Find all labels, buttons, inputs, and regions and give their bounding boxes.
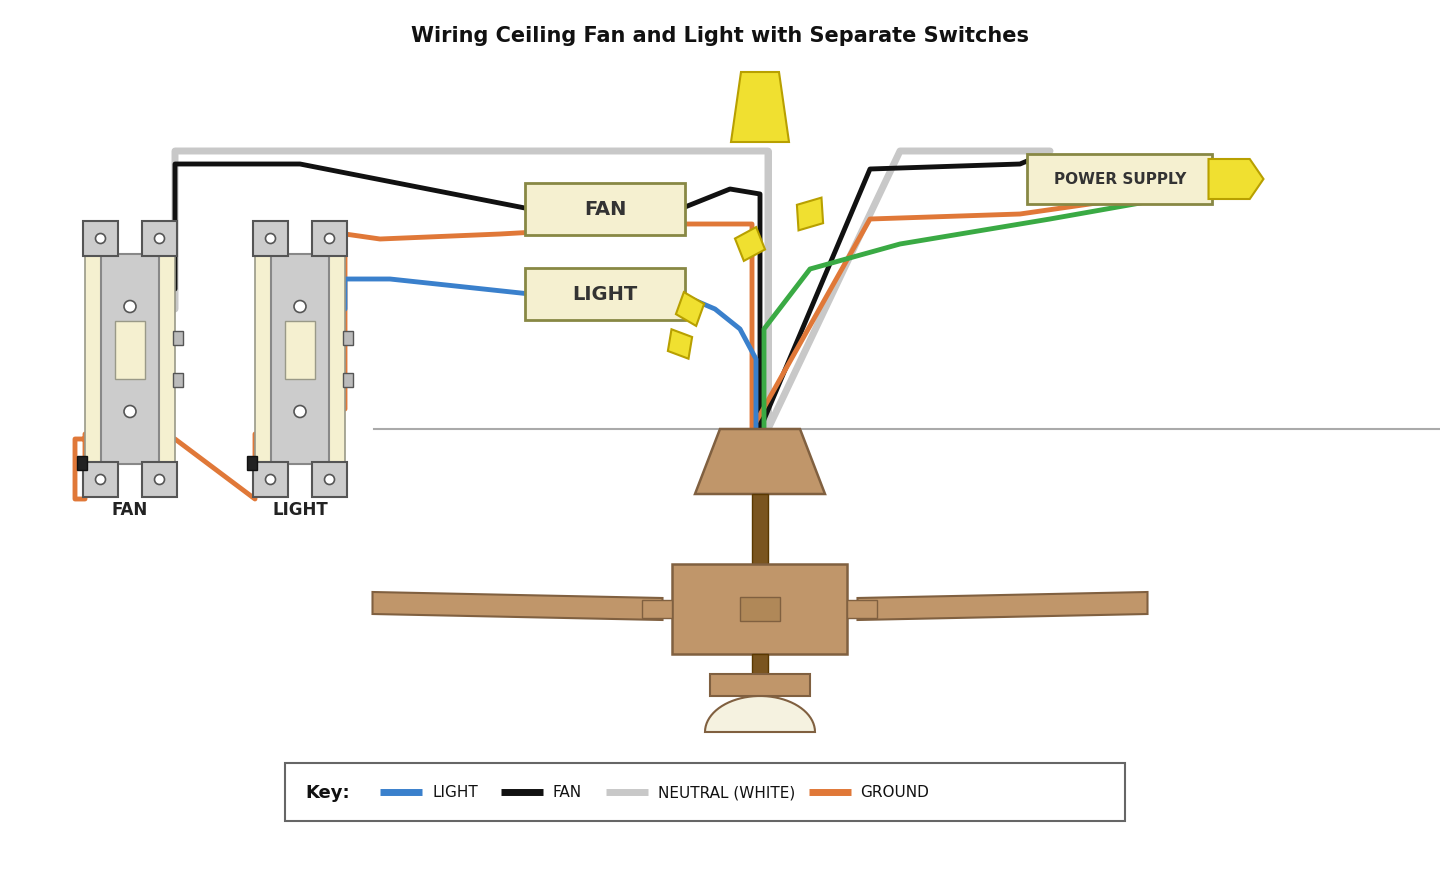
Circle shape (154, 234, 164, 244)
Circle shape (324, 234, 334, 244)
Text: LIGHT: LIGHT (272, 501, 328, 518)
Polygon shape (1208, 160, 1263, 200)
Polygon shape (732, 73, 789, 143)
Polygon shape (706, 696, 815, 732)
Bar (101, 254, 158, 465)
Bar (248, 457, 256, 470)
Bar (328, 254, 346, 465)
Bar (285, 322, 315, 380)
Bar (312, 222, 347, 257)
Polygon shape (734, 228, 765, 261)
Bar (143, 222, 177, 257)
Text: LIGHT: LIGHT (572, 285, 638, 304)
Text: GROUND: GROUND (861, 785, 929, 800)
Bar (526, 268, 685, 321)
Text: NEUTRAL (WHITE): NEUTRAL (WHITE) (658, 785, 795, 800)
Bar (343, 374, 353, 388)
Polygon shape (675, 293, 704, 326)
Text: Wiring Ceiling Fan and Light with Separate Switches: Wiring Ceiling Fan and Light with Separa… (410, 26, 1030, 46)
Text: FAN: FAN (112, 501, 148, 518)
Circle shape (95, 234, 105, 244)
Polygon shape (857, 592, 1148, 620)
Circle shape (265, 234, 275, 244)
Bar (158, 254, 176, 465)
Bar (1028, 155, 1212, 204)
Bar (312, 462, 347, 497)
Bar (84, 222, 118, 257)
Bar (173, 374, 183, 388)
Bar (85, 254, 101, 465)
Bar (848, 601, 877, 618)
Circle shape (324, 475, 334, 485)
Bar (253, 462, 288, 497)
Bar (642, 601, 672, 618)
Circle shape (294, 406, 307, 418)
Polygon shape (373, 592, 662, 620)
Bar (255, 254, 271, 465)
Bar (271, 254, 328, 465)
Text: POWER SUPPLY: POWER SUPPLY (1054, 172, 1187, 188)
Bar (143, 462, 177, 497)
Text: FAN: FAN (553, 785, 582, 800)
Bar (710, 674, 809, 696)
Circle shape (154, 475, 164, 485)
Bar (285, 763, 1125, 821)
Circle shape (265, 475, 275, 485)
Bar (752, 654, 768, 674)
Bar (526, 184, 685, 236)
Bar (740, 597, 780, 621)
Polygon shape (668, 330, 693, 360)
Text: LIGHT: LIGHT (432, 785, 478, 800)
Bar (752, 495, 768, 565)
Bar (672, 565, 848, 654)
Circle shape (124, 301, 135, 313)
Bar (115, 322, 145, 380)
Bar (84, 462, 118, 497)
Polygon shape (796, 198, 824, 232)
Bar (253, 222, 288, 257)
Circle shape (124, 406, 135, 418)
Bar (76, 457, 86, 470)
Polygon shape (696, 430, 825, 495)
Text: Key:: Key: (305, 783, 350, 801)
Bar (343, 332, 353, 346)
Bar (173, 332, 183, 346)
Text: FAN: FAN (583, 200, 626, 219)
Circle shape (294, 301, 307, 313)
Circle shape (95, 475, 105, 485)
